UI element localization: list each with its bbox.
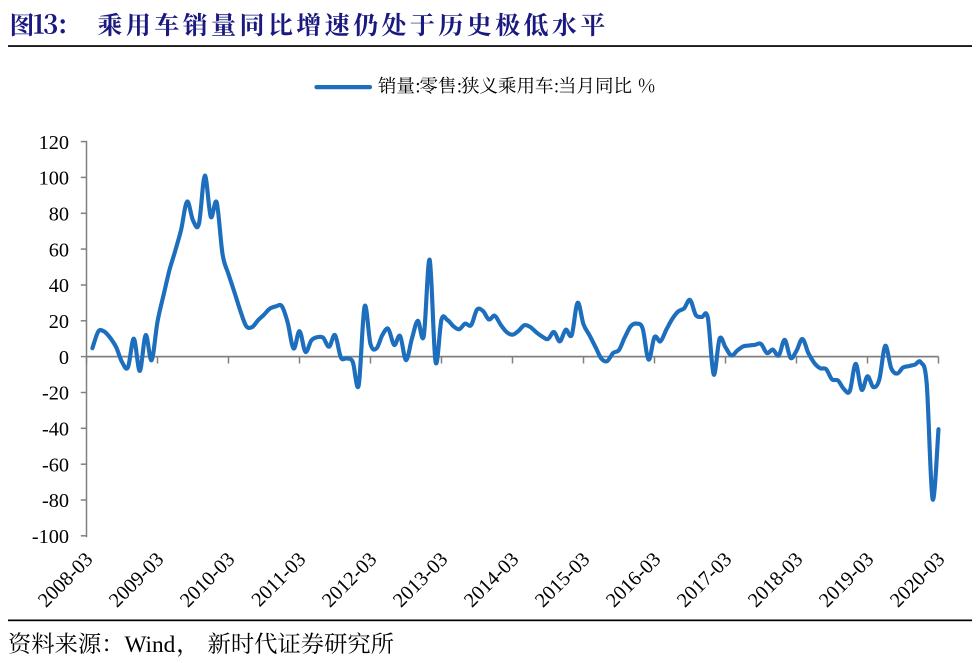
svg-text:Wind: Wind: [125, 632, 176, 658]
svg-text:120: 120: [39, 132, 69, 154]
svg-text:40: 40: [49, 275, 69, 297]
svg-text:-20: -20: [42, 383, 69, 405]
svg-text:-100: -100: [32, 526, 69, 548]
svg-text:-80: -80: [42, 490, 69, 512]
svg-text:80: 80: [49, 204, 69, 226]
svg-text:-40: -40: [42, 419, 69, 441]
svg-text:0: 0: [59, 347, 69, 369]
svg-text:60: 60: [49, 239, 69, 261]
svg-text:-60: -60: [42, 454, 69, 476]
svg-text:20: 20: [49, 311, 69, 333]
svg-text:100: 100: [39, 168, 69, 190]
